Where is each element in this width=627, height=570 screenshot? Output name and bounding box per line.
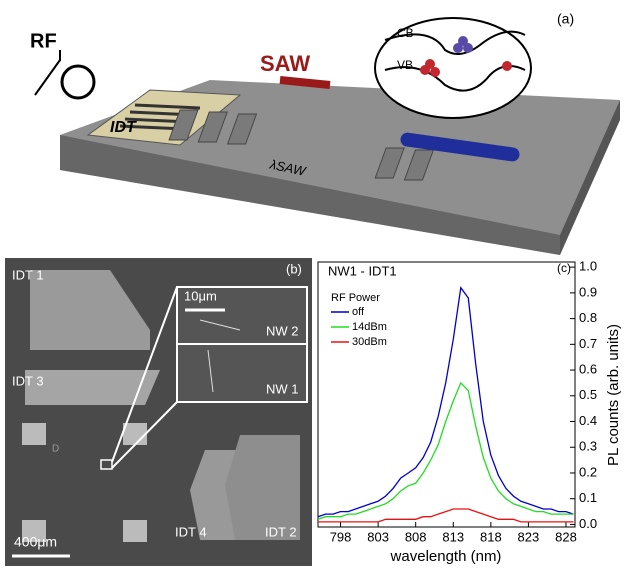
legend-title: RF Power (331, 292, 380, 304)
chart-title: NW1 - IDT1 (328, 263, 397, 278)
panel-label: (c) (557, 261, 571, 275)
y-tick-label: 0.7 (579, 336, 597, 351)
label: IDT 3 (12, 373, 44, 388)
panel-c: NW1 - IDT1 (c) wavelength (nm) PL counts… (318, 259, 622, 565)
label: SAW (260, 51, 310, 76)
y-tick-label: 0.0 (579, 516, 597, 531)
y-tick-label: 0.1 (579, 490, 597, 505)
y-tick-label: 0.5 (579, 387, 597, 402)
label: IDT 2 (265, 524, 297, 539)
label: 10μm (184, 288, 217, 303)
legend-label: 14dBm (352, 321, 387, 333)
panel-label: (b) (286, 261, 302, 276)
label: NW 2 (266, 323, 299, 338)
y-tick-label: 0.6 (579, 361, 597, 376)
x-tick-label: 808 (405, 529, 427, 544)
x-tick-label: 823 (518, 529, 540, 544)
label: IDT (110, 119, 137, 136)
rf-wire (35, 50, 60, 95)
x-axis-label: wavelength (nm) (390, 548, 502, 565)
y-tick-label: 1.0 (579, 259, 597, 274)
y-tick-label: 0.9 (579, 284, 597, 299)
label: D (52, 444, 59, 455)
legend-label: off (352, 306, 365, 318)
label: IDT 1 (12, 267, 44, 282)
y-tick-label: 0.4 (579, 413, 597, 428)
x-tick-label: 803 (367, 529, 389, 544)
figure: RF SAW IDT CB VB λSAW (a) IDT 1 IDT 3 ID… (0, 0, 627, 570)
label: RF (30, 30, 57, 52)
panel-a: RF SAW IDT CB VB λSAW (a) (30, 11, 620, 255)
x-tick-label: 798 (330, 529, 352, 544)
y-tick-label: 0.8 (579, 310, 597, 325)
y-axis-label: PL counts (arb. units) (605, 324, 622, 466)
x-tick-label: 828 (555, 529, 577, 544)
label: VB (397, 58, 413, 72)
panel-label: (a) (557, 11, 574, 27)
legend-label: 30dBm (352, 336, 387, 348)
rf-source (62, 66, 94, 98)
x-tick-label: 813 (442, 529, 464, 544)
y-tick-label: 0.3 (579, 439, 597, 454)
label: 400μm (14, 534, 57, 550)
label: CB (397, 26, 414, 40)
panel-b: IDT 1 IDT 3 IDT 4 IDT 2 10μm NW 2 NW 1 4… (5, 258, 312, 566)
label: IDT 4 (175, 524, 207, 539)
y-tick-label: 0.2 (579, 464, 597, 479)
x-tick-label: 818 (480, 529, 502, 544)
saw-arrow (280, 80, 330, 85)
label: NW 1 (266, 381, 299, 396)
